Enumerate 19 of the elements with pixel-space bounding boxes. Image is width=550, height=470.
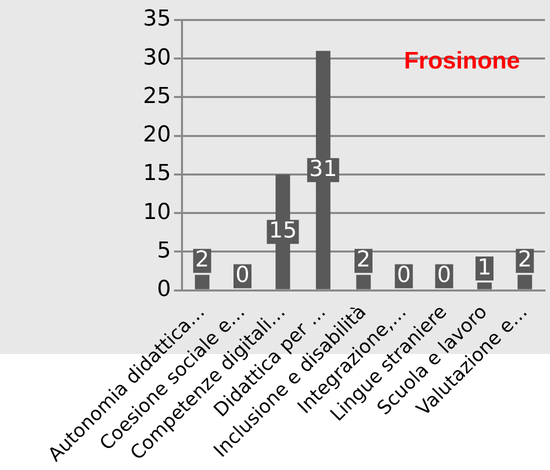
text: Frosinone [404, 48, 520, 75]
y-tick-label: 10 [142, 200, 171, 225]
y-tick-label: 0 [156, 277, 171, 302]
y-tick-label: 5 [156, 238, 171, 264]
y-tick-label: 20 [142, 122, 171, 148]
data-label: 31 [309, 156, 338, 182]
y-tick-label: 25 [142, 84, 171, 109]
data-label: 2 [356, 248, 370, 273]
data-label: 0 [437, 263, 452, 288]
data-label: 0 [396, 263, 411, 288]
y-tick-label: 35 [142, 6, 171, 32]
data-label: 2 [195, 248, 210, 273]
data-label: 2 [518, 248, 532, 273]
data-label: 15 [268, 218, 297, 244]
y-tick-label: 15 [142, 161, 171, 186]
data-label: 1 [478, 255, 492, 280]
bar [477, 282, 492, 290]
y-tick-label: 30 [142, 45, 171, 70]
data-label: 0 [235, 263, 250, 288]
